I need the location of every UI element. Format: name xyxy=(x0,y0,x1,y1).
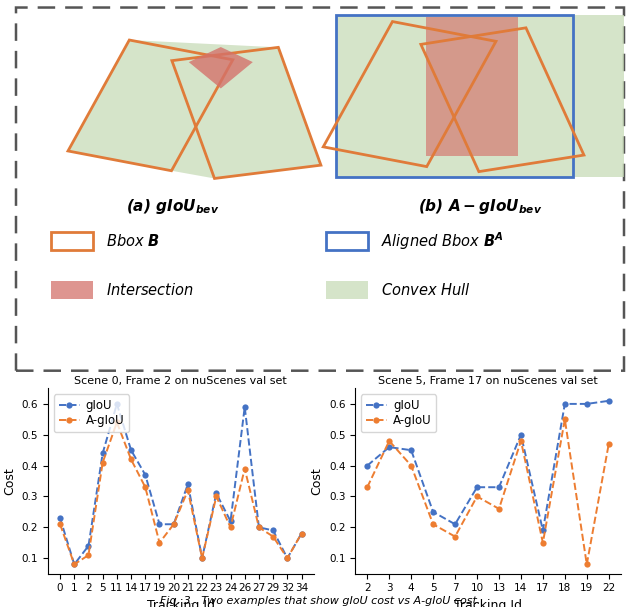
Text: $Bbox\ \bfit{B}$: $Bbox\ \bfit{B}$ xyxy=(106,233,159,249)
Text: Fig. 3.  Two examples that show gIoU cost vs A-gIoU cost.: Fig. 3. Two examples that show gIoU cost… xyxy=(160,596,480,606)
Legend: gIoU, A-gIoU: gIoU, A-gIoU xyxy=(54,395,129,432)
Bar xyxy=(336,15,573,177)
Legend: gIoU, A-gIoU: gIoU, A-gIoU xyxy=(361,395,436,432)
gIoU xyxy=(364,462,371,469)
A-gIoU xyxy=(56,521,64,528)
A-gIoU xyxy=(241,465,248,472)
Text: (a) $\bfit{gIoU}_{bev}$: (a) $\bfit{gIoU}_{bev}$ xyxy=(126,197,220,217)
A-gIoU xyxy=(407,462,415,469)
A-gIoU xyxy=(113,419,121,426)
A-gIoU xyxy=(84,551,92,558)
A-gIoU xyxy=(99,459,106,466)
gIoU xyxy=(583,400,591,407)
A-gIoU xyxy=(517,437,525,444)
gIoU xyxy=(241,403,248,410)
A-gIoU xyxy=(170,521,177,528)
gIoU xyxy=(517,431,525,438)
X-axis label: Tracking Id: Tracking Id xyxy=(147,599,215,607)
A-gIoU xyxy=(184,487,192,494)
A-gIoU xyxy=(561,416,569,423)
A-gIoU xyxy=(198,555,206,562)
A-gIoU xyxy=(255,524,263,531)
Text: $Aligned\ Bbox\ \bfit{B}^A$: $Aligned\ Bbox\ \bfit{B}^A$ xyxy=(381,231,503,252)
Line: A-gIoU: A-gIoU xyxy=(57,419,305,568)
gIoU xyxy=(429,508,437,515)
gIoU xyxy=(255,524,263,531)
Text: $Convex\ Hull$: $Convex\ Hull$ xyxy=(381,282,470,298)
Polygon shape xyxy=(426,17,518,156)
gIoU xyxy=(451,521,459,528)
FancyBboxPatch shape xyxy=(16,7,624,371)
A-gIoU xyxy=(385,437,393,444)
Line: A-gIoU: A-gIoU xyxy=(364,416,612,568)
A-gIoU xyxy=(156,539,163,546)
A-gIoU xyxy=(269,533,277,540)
Bar xyxy=(51,232,93,250)
Polygon shape xyxy=(336,15,624,177)
gIoU xyxy=(284,555,291,562)
gIoU xyxy=(269,527,277,534)
A-gIoU xyxy=(284,555,291,562)
Text: (b) $\bfit{A}-\bfit{gIoU}_{bev}$: (b) $\bfit{A}-\bfit{gIoU}_{bev}$ xyxy=(418,197,542,217)
Title: Scene 0, Frame 2 on nuScenes val set: Scene 0, Frame 2 on nuScenes val set xyxy=(74,376,287,386)
gIoU xyxy=(156,521,163,528)
A-gIoU xyxy=(605,441,612,448)
gIoU xyxy=(605,397,612,404)
Bar xyxy=(326,281,368,299)
gIoU xyxy=(184,481,192,488)
A-gIoU xyxy=(70,561,78,568)
Polygon shape xyxy=(189,47,253,89)
A-gIoU xyxy=(298,530,305,537)
gIoU xyxy=(170,521,177,528)
A-gIoU xyxy=(141,484,149,491)
A-gIoU xyxy=(227,524,234,531)
gIoU xyxy=(212,490,220,497)
gIoU xyxy=(561,400,569,407)
gIoU xyxy=(70,561,78,568)
Polygon shape xyxy=(68,40,321,178)
gIoU xyxy=(539,527,547,534)
Y-axis label: Cost: Cost xyxy=(3,467,16,495)
Bar xyxy=(326,232,368,250)
gIoU xyxy=(495,484,503,491)
A-gIoU xyxy=(451,533,459,540)
gIoU xyxy=(56,515,64,522)
gIoU xyxy=(84,542,92,549)
gIoU xyxy=(385,444,393,451)
gIoU xyxy=(407,447,415,454)
X-axis label: Tracking Id: Tracking Id xyxy=(454,599,522,607)
Title: Scene 5, Frame 17 on nuScenes val set: Scene 5, Frame 17 on nuScenes val set xyxy=(378,376,598,386)
gIoU xyxy=(473,484,481,491)
A-gIoU xyxy=(212,493,220,500)
A-gIoU xyxy=(539,539,547,546)
Text: $Intersection$: $Intersection$ xyxy=(106,282,194,298)
gIoU xyxy=(141,471,149,478)
gIoU xyxy=(99,450,106,457)
gIoU xyxy=(298,530,305,537)
A-gIoU xyxy=(429,521,437,528)
Bar xyxy=(51,281,93,299)
Line: gIoU: gIoU xyxy=(57,401,305,568)
A-gIoU xyxy=(495,505,503,512)
A-gIoU xyxy=(364,484,371,491)
gIoU xyxy=(113,400,121,407)
gIoU xyxy=(127,447,135,454)
A-gIoU xyxy=(473,493,481,500)
gIoU xyxy=(198,555,206,562)
Line: gIoU: gIoU xyxy=(364,398,612,534)
A-gIoU xyxy=(583,561,591,568)
A-gIoU xyxy=(127,456,135,463)
Y-axis label: Cost: Cost xyxy=(310,467,323,495)
gIoU xyxy=(227,518,234,525)
